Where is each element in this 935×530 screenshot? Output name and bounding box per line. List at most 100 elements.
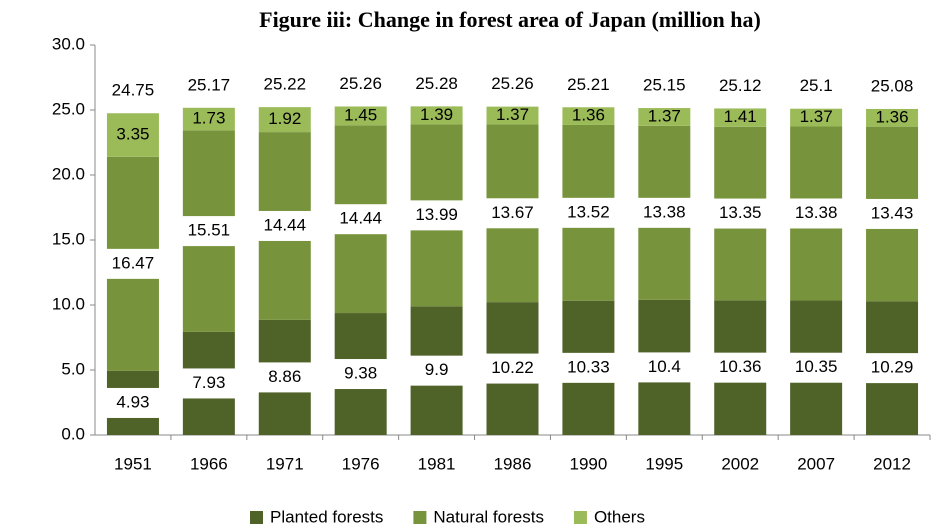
x-tick-label: 1990 <box>569 454 607 473</box>
data-label: 3.35 <box>116 125 149 144</box>
total-label: 25.17 <box>188 75 231 94</box>
legend-label: Natural forests <box>433 507 544 526</box>
data-label: 13.35 <box>719 203 762 222</box>
data-label: 15.51 <box>188 221 231 240</box>
data-label: 1.39 <box>420 105 453 124</box>
label-box <box>251 362 318 393</box>
total-label: 24.75 <box>112 81 155 100</box>
label-box <box>251 210 318 241</box>
label-box <box>783 198 850 229</box>
label-box <box>479 198 546 229</box>
x-tick-label: 1951 <box>114 454 152 473</box>
data-label: 1.37 <box>496 105 529 124</box>
data-label: 10.35 <box>795 357 838 376</box>
legend-label: Others <box>594 507 645 526</box>
data-label: 8.86 <box>268 367 301 386</box>
y-tick-label: 10.0 <box>52 294 85 313</box>
x-tick-label: 2007 <box>797 454 835 473</box>
label-box <box>175 216 242 247</box>
label-box <box>99 387 166 418</box>
x-tick-label: 1995 <box>645 454 683 473</box>
bar-segment <box>714 108 767 127</box>
data-label: 1.92 <box>268 109 301 128</box>
bar-segment <box>486 106 539 125</box>
data-label: 13.38 <box>643 202 686 221</box>
data-label: 1.73 <box>192 109 225 128</box>
total-label: 25.12 <box>719 76 762 95</box>
total-label: 25.15 <box>643 76 686 95</box>
total-label: 25.28 <box>415 74 458 93</box>
data-label: 9.38 <box>344 364 377 383</box>
bar-segment <box>182 107 235 131</box>
data-label: 10.22 <box>491 358 534 377</box>
x-tick-label: 1981 <box>418 454 456 473</box>
data-label: 13.43 <box>871 203 914 222</box>
bar-segment <box>334 106 387 126</box>
label-box <box>631 197 698 228</box>
data-label: 10.4 <box>648 357 681 376</box>
label-box <box>783 352 850 383</box>
y-tick-label: 20.0 <box>52 164 85 183</box>
data-label: 13.67 <box>491 203 534 222</box>
y-tick-label: 5.0 <box>61 359 85 378</box>
label-box <box>707 352 774 383</box>
data-label: 14.44 <box>263 215 306 234</box>
bar-segment <box>790 108 843 127</box>
bar-segment <box>106 113 159 157</box>
label-box <box>175 368 242 399</box>
label-box <box>859 353 926 384</box>
label-box <box>555 352 622 383</box>
data-label: 14.44 <box>339 209 382 228</box>
y-tick-label: 30.0 <box>52 34 85 53</box>
chart-title: Figure iii: Change in forest area of Jap… <box>259 7 761 32</box>
bar-segment <box>258 107 311 133</box>
label-box <box>555 197 622 228</box>
data-label: 1.41 <box>724 107 757 126</box>
x-tick-label: 2012 <box>873 454 911 473</box>
x-tick-label: 1966 <box>190 454 228 473</box>
label-box <box>859 198 926 229</box>
bar-segment <box>562 107 615 125</box>
data-label: 13.52 <box>567 202 610 221</box>
data-label: 1.36 <box>572 106 605 125</box>
total-label: 25.22 <box>263 75 306 94</box>
bar-segment <box>410 106 463 125</box>
label-box <box>403 355 470 386</box>
x-tick-label: 2002 <box>721 454 759 473</box>
data-label: 13.38 <box>795 203 838 222</box>
x-tick-label: 1971 <box>266 454 304 473</box>
data-label: 10.29 <box>871 358 914 377</box>
data-label: 16.47 <box>112 253 155 272</box>
total-label: 25.26 <box>339 74 382 93</box>
data-label: 1.36 <box>875 107 908 126</box>
data-label: 1.45 <box>344 105 377 124</box>
label-box <box>403 200 470 231</box>
x-tick-label: 1986 <box>494 454 532 473</box>
bar-segment <box>638 108 691 126</box>
legend-swatch <box>573 511 587 524</box>
y-tick-label: 15.0 <box>52 229 85 248</box>
data-label: 10.33 <box>567 357 610 376</box>
y-tick-label: 0.0 <box>61 424 85 443</box>
data-label: 1.37 <box>648 106 681 125</box>
x-tick-label: 1976 <box>342 454 380 473</box>
total-label: 25.21 <box>567 75 610 94</box>
data-label: 9.9 <box>425 360 449 379</box>
total-label: 25.1 <box>800 76 833 95</box>
data-label: 4.93 <box>116 392 149 411</box>
label-box <box>631 352 698 383</box>
total-label: 25.26 <box>491 74 534 93</box>
total-label: 25.08 <box>871 76 914 95</box>
label-box <box>707 198 774 229</box>
label-box <box>327 359 394 390</box>
label-box <box>99 248 166 279</box>
y-tick-label: 25.0 <box>52 99 85 118</box>
data-label: 1.37 <box>800 107 833 126</box>
data-label: 10.36 <box>719 357 762 376</box>
legend-swatch <box>250 511 263 524</box>
legend-label: Planted forests <box>270 507 383 526</box>
data-label: 7.93 <box>192 373 225 392</box>
legend-swatch <box>413 511 427 524</box>
data-label: 13.99 <box>415 205 458 224</box>
